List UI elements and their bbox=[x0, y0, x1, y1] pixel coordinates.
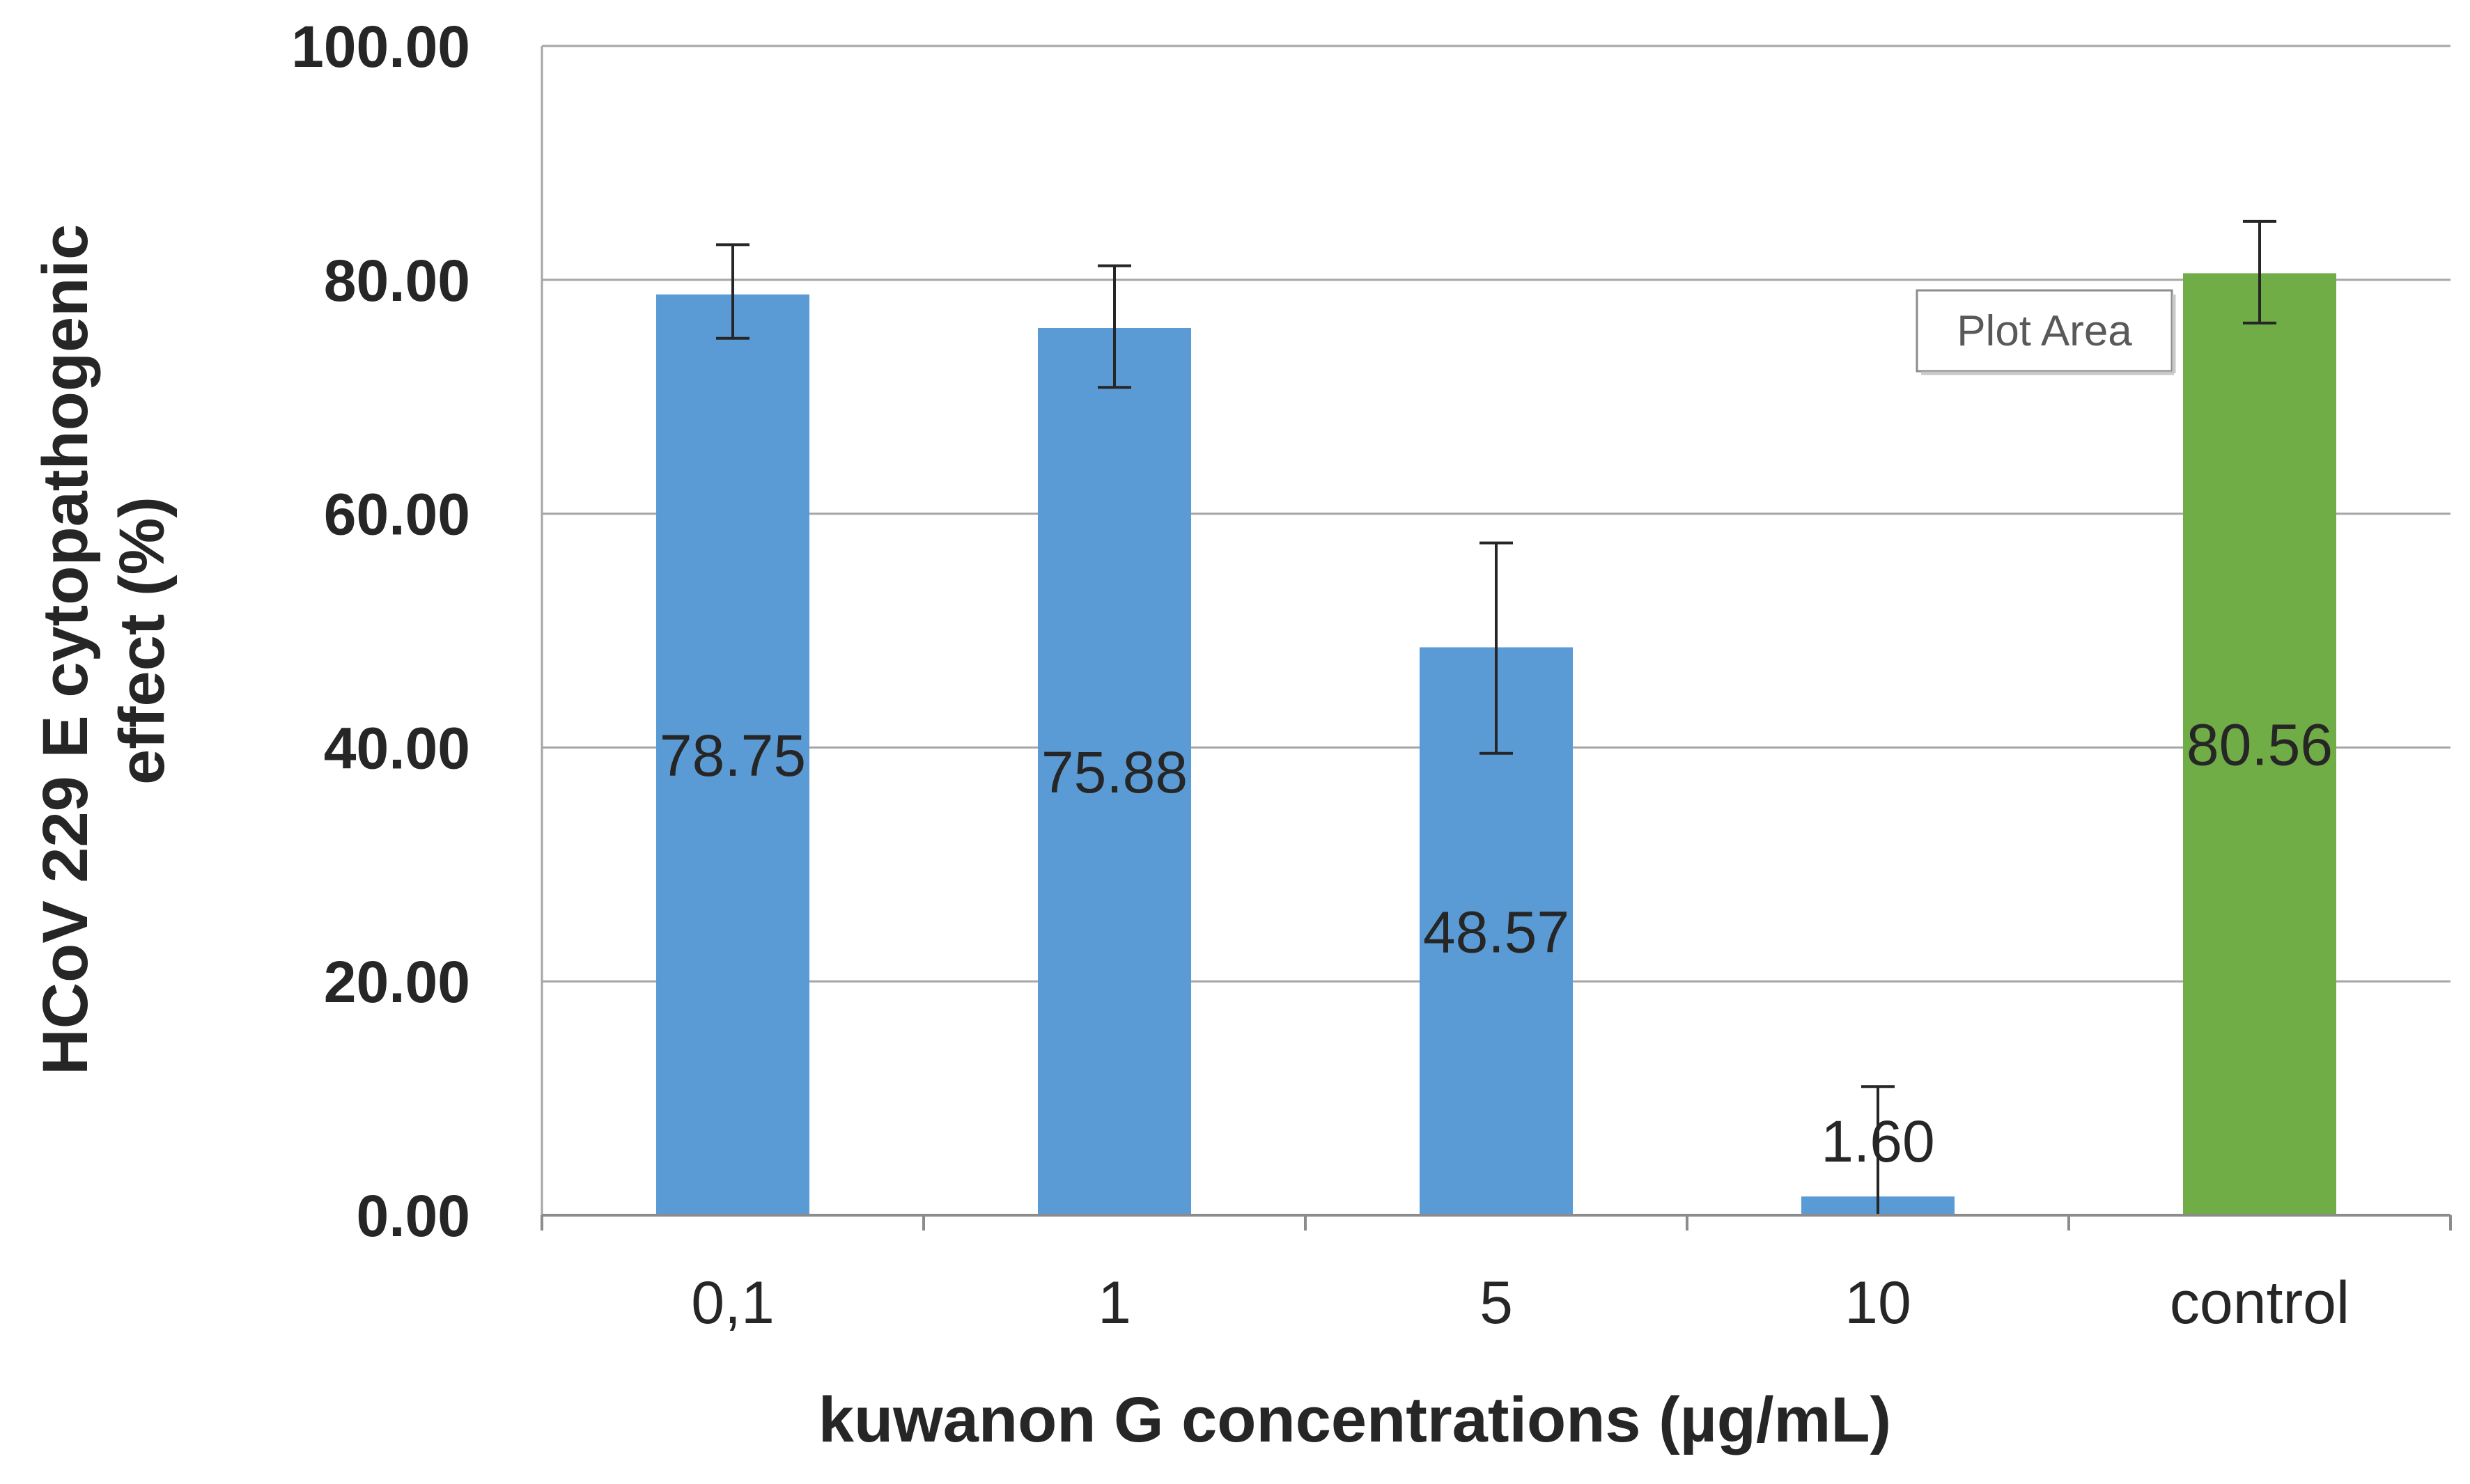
y-axis-title-line-2: effect (%) bbox=[107, 497, 178, 785]
x-tick-label: 10 bbox=[1844, 1270, 1911, 1336]
x-tick-label: 0,1 bbox=[691, 1270, 775, 1336]
data-label: 48.57 bbox=[1423, 899, 1569, 964]
y-tick-label: 0.00 bbox=[357, 1183, 471, 1249]
y-tick-label: 20.00 bbox=[324, 949, 470, 1015]
data-label: 1.60 bbox=[1821, 1109, 1935, 1174]
x-tick-label: 1 bbox=[1098, 1270, 1131, 1336]
x-tick-label: control bbox=[2170, 1270, 2349, 1336]
plot-area-tooltip-label: Plot Area bbox=[1957, 307, 2132, 355]
bar bbox=[1038, 327, 1191, 1215]
bar bbox=[2183, 273, 2336, 1216]
error-bars bbox=[716, 219, 2276, 1215]
gridlines bbox=[541, 45, 2450, 1215]
y-axis-title: HCoV 229 E cytopathogenic effect (%) bbox=[30, 206, 178, 1075]
data-label: 78.75 bbox=[660, 723, 806, 788]
bars bbox=[656, 273, 2336, 1216]
plot-area-tooltip: Plot Area bbox=[1916, 289, 2176, 375]
x-axis-title: kuwanon G concentrations (µg/mL) bbox=[818, 1384, 1891, 1455]
data-label: 80.56 bbox=[2187, 712, 2333, 778]
y-axis-title-line-1: HCoV 229 E cytopathogenic bbox=[30, 224, 101, 1075]
x-axis bbox=[541, 1214, 2452, 1231]
x-tick-labels: 0,1 1 5 10 control bbox=[691, 1270, 2349, 1336]
y-tick-labels: 0.00 20.00 40.00 60.00 80.00 100.00 bbox=[291, 14, 470, 1249]
data-label: 75.88 bbox=[1041, 740, 1188, 805]
bar bbox=[656, 294, 809, 1216]
y-tick-label: 100.00 bbox=[291, 14, 470, 79]
y-tick-label: 60.00 bbox=[324, 482, 470, 547]
x-tick-label: 5 bbox=[1479, 1270, 1513, 1336]
y-tick-label: 80.00 bbox=[324, 248, 470, 313]
y-tick-label: 40.00 bbox=[324, 715, 470, 781]
data-labels: 78.75 75.88 48.57 1.60 80.56 bbox=[660, 712, 2333, 1174]
